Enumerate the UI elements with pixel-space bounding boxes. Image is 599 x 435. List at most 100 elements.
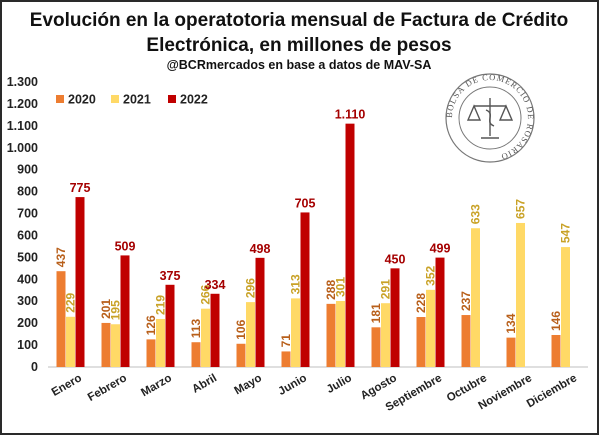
data-label-2021: 547 [559,223,573,243]
data-label-2020: 146 [549,311,563,331]
x-tick-label: Mayo [233,372,264,397]
bar-2022-mayo [255,257,265,367]
legend-swatch-2020 [56,95,64,103]
y-tick-label: 600 [17,228,38,242]
data-label-2022: 705 [295,196,316,210]
bar-2021-octubre [471,228,480,367]
bar-2020-diciembre [551,334,561,367]
bar-2021-abril [201,308,210,367]
y-tick-label: 0 [31,360,38,374]
data-label-2022: 450 [385,252,406,266]
y-tick-label: 1.200 [7,97,38,111]
x-tick-label: Febrero [86,372,129,404]
legend-swatch-2022 [168,95,176,103]
bar-2020-septiembre [416,317,426,367]
data-label-2020: 113 [189,319,203,339]
chart-title-line2: Electrónica, en millones de pesos [146,35,451,56]
bar-2022-agosto [390,268,400,367]
data-label-2020: 228 [414,293,428,313]
data-label-2022: 509 [115,239,136,253]
bar-2020-enero [56,271,66,367]
legend-swatch-2021 [111,95,119,103]
data-label-2020: 126 [144,315,158,335]
bar-2021-enero [66,316,75,367]
y-axis: 0 100 200 300 400 500 600 700 800 900 1.000 1.100 1.… [7,75,588,374]
y-tick-label: 300 [17,294,38,308]
bar-2020-julio [326,303,336,367]
y-tick-label: 1.100 [7,119,38,133]
data-label-2022: 1.110 [335,108,366,122]
x-tick-label: Junio [276,372,309,398]
data-label-2021: 229 [64,292,78,312]
bar-2022-septiembre [435,257,445,367]
y-tick-label: 400 [17,272,38,286]
bars [56,123,570,368]
x-tick-label: Julio [325,372,354,396]
data-label-2021: 219 [154,295,168,315]
chart-subtitle: @BCRmercados en base a datos de MAV-SA [167,58,432,72]
data-label-2021: 266 [199,284,213,304]
data-label-2022: 375 [160,269,181,283]
data-label-2020: 437 [54,247,68,267]
bar-2021-agosto [381,303,390,367]
data-label-2020: 71 [279,334,293,348]
bolsa-de-comercio-seal: BOLSA DE COMERCIO DE ROSARIO [444,72,535,163]
legend-label-2022: 2022 [180,93,208,107]
y-tick-label: 900 [17,163,38,177]
bar-2022-marzo [165,284,175,367]
data-label-2021: 313 [289,274,303,294]
bar-2020-octubre [461,315,471,367]
data-label-2020: 237 [459,291,473,311]
bar-2020-junio [281,351,291,367]
data-label-2020: 181 [369,303,383,323]
data-label-2021: 633 [469,204,483,224]
y-tick-label: 500 [17,250,38,264]
data-label-2021: 301 [334,277,348,297]
bar-2020-febrero [101,322,111,367]
x-tick-label: Diciembre [525,372,579,410]
data-label-2021: 657 [514,199,528,219]
data-label-2022: 499 [430,242,451,256]
data-label-2021: 195 [109,300,123,320]
bar-2022-abril [210,293,220,367]
bar-2022-febrero [120,255,130,367]
x-tick-label: Enero [50,372,84,399]
data-label-2021: 296 [244,278,258,298]
data-label-2021: 352 [424,265,438,285]
y-tick-label: 1.000 [7,141,38,155]
y-tick-label: 100 [17,338,38,352]
bar-2022-julio [345,123,355,368]
legend: 2020 2021 2022 [56,93,208,107]
y-tick-label: 200 [17,316,38,330]
y-tick-label: 800 [17,185,38,199]
bar-2020-agosto [371,327,381,367]
chart-title-line1: Evolución en la operatotoria mensual de … [30,10,568,31]
bar-2021-noviembre [516,222,525,367]
bar-2021-julio [336,301,345,367]
legend-label-2020: 2020 [68,93,96,107]
bar-2021-marzo [156,318,165,367]
bar-2022-enero [75,197,85,367]
data-label-2022: 775 [70,181,91,195]
bar-2021-septiembre [426,289,435,367]
scales-icon [466,98,514,139]
bar-2020-noviembre [506,337,516,367]
x-tick-label: Abril [190,372,219,395]
bar-2021-febrero [111,324,120,367]
data-label-2020: 288 [324,280,338,300]
data-label-2022: 334 [205,278,226,292]
y-tick-label: 700 [17,207,38,221]
bar-2021-junio [291,298,300,367]
legend-label-2021: 2021 [123,93,151,107]
bar-2020-marzo [146,339,156,367]
data-label-2020: 106 [234,319,248,339]
data-label-2020: 134 [504,313,518,333]
y-tick-label: 1.300 [7,75,38,89]
bar-2021-diciembre [561,247,570,367]
bar-2020-abril [191,342,201,367]
data-label-2020: 201 [99,299,113,319]
bar-2021-mayo [246,302,255,367]
x-tick-label: Marzo [139,372,174,399]
